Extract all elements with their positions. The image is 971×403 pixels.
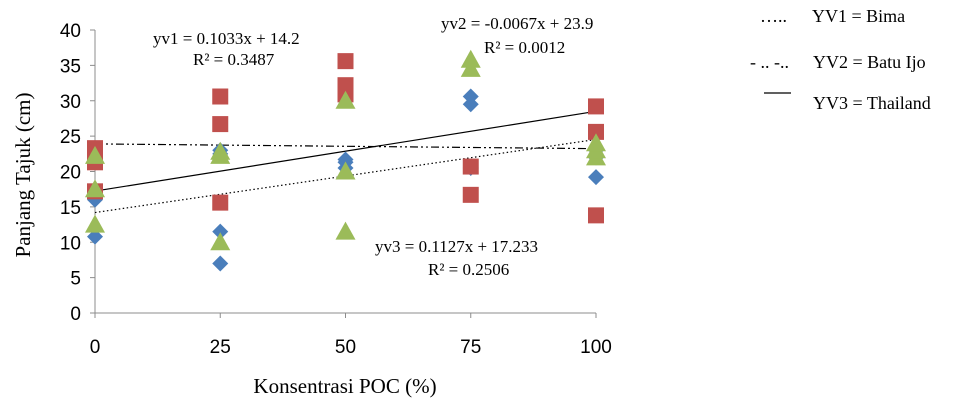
point-yv2 [212,194,229,211]
point-yv2 [462,158,479,175]
x-tick-label: 50 [335,337,356,358]
x-tick-label: 25 [210,337,231,358]
y-tick-label: 20 [60,163,81,184]
eq-yv3: yv3 = 0.1127x + 17.233 [375,237,538,256]
point-yv3 [335,90,356,109]
point-yv2 [337,53,354,70]
tick-labels: 0 5 10 15 20 25 30 35 40 0 25 50 75 100 [60,21,612,358]
point-yv2 [212,88,229,105]
legend: ….. YV1 = Bima - .. -.. YV2 = Batu Ijo Y… [750,6,931,113]
y-tick-label: 35 [60,56,81,77]
point-yv1 [212,255,229,272]
point-yv2 [337,77,354,94]
point-yv1 [462,88,479,105]
point-yv3 [85,214,105,233]
point-yv1 [588,169,604,186]
point-yv3 [85,145,105,164]
x-tick-label: 75 [460,337,481,358]
y-tick-label: 5 [70,269,81,290]
point-yv3 [210,232,231,251]
y-tick-label: 40 [60,21,81,42]
point-yv3 [335,221,356,240]
point-yv3 [85,179,105,198]
y-axis-title: Panjang Tajuk (cm) [11,93,35,258]
y-tick-label: 15 [60,198,81,219]
point-yv3 [460,58,481,77]
axes [90,29,597,318]
x-tick-label: 0 [90,337,101,358]
legend-label-yv1: YV1 = Bima [812,6,905,26]
data-points [85,49,606,272]
r2-yv3: R² = 0.2506 [428,260,509,279]
legend-glyph-yv2: - .. -.. [750,52,789,72]
y-tick-label: 30 [60,92,81,113]
point-yv3 [335,161,356,180]
trendline-yv2 [94,143,597,150]
y-tick-label: 25 [60,127,81,148]
point-yv3 [586,133,606,152]
eq-yv2: yv2 = -0.0067x + 23.9 [441,14,593,33]
point-yv2 [212,116,229,133]
point-yv1 [212,223,229,240]
legend-glyph-yv1: ….. [760,6,787,26]
point-yv3 [460,49,481,68]
eq-yv1: yv1 = 0.1033x + 14.2 [153,29,300,48]
x-axis-title: Konsentrasi POC (%) [253,374,436,398]
point-yv2 [588,207,604,224]
point-yv3 [210,141,231,160]
point-yv1 [337,151,354,168]
x-tick-label: 100 [580,337,612,358]
r2-yv2: R² = 0.0012 [484,38,565,57]
y-tick-label: 0 [70,304,81,325]
trendline-yv3 [94,110,597,192]
legend-label-yv2: YV2 = Batu Ijo [813,52,926,72]
legend-label-yv3: YV3 = Thailand [813,93,931,113]
point-yv2 [588,98,604,115]
y-tick-label: 10 [60,233,81,254]
r2-yv1: R² = 0.3487 [193,50,275,69]
point-yv2 [588,123,604,140]
point-yv1 [87,228,103,245]
point-yv2 [462,186,479,203]
